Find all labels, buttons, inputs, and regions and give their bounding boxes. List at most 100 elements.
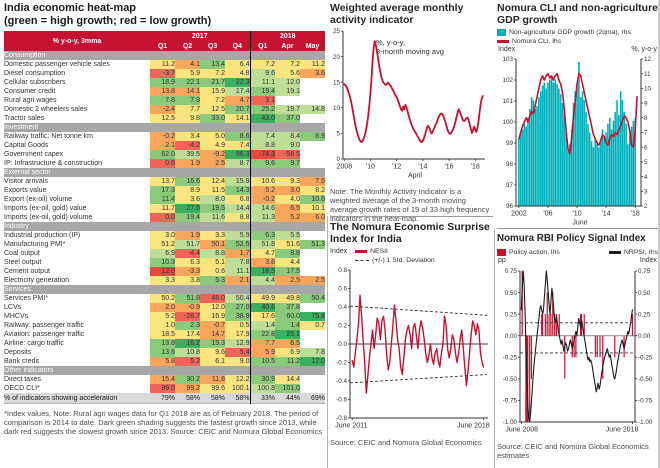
heatmap-cell: 6.3	[175, 258, 200, 267]
cli-gdp-legend-item: Non-agriculture GDP growth (2qma), rhs	[497, 28, 658, 37]
heatmap-cell: 19.4	[175, 213, 200, 222]
heatmap-summary-label: % of indicators showing acceleration	[4, 393, 150, 404]
heatmap-cell: 5.2	[249, 186, 275, 195]
svg-text:-1.00: -1.00	[638, 419, 653, 426]
heatmap-cell: 19.5	[200, 204, 225, 213]
heatmap-cell: 7.4	[249, 132, 275, 141]
heatmap-row-label: Direct taxes	[4, 376, 41, 383]
heatmap-cell: 12.2	[225, 375, 250, 384]
heatmap-data-row: Diesel consumption -3.7 5.9 7.2 4.8 9.6 5.6 3.6	[4, 69, 325, 78]
heatmap-data-row: Railway: passenger traffic 1.0 2.3 -0.7 0.5 1…	[4, 321, 325, 330]
heatmap-data-row: Coal output 6.9 -4.4 8.8 1.7 4.7 8.8	[4, 249, 325, 258]
rbi-source: Source: CEIC and Nomura Global Economics…	[497, 442, 649, 460]
heatmap-cell: 12.5	[150, 114, 175, 123]
heatmap-cell: 4.7	[249, 249, 275, 258]
heatmap-data-row: Consumer credit 13.8 14.1 15.9 17.4 19.4 19.1	[4, 87, 325, 96]
svg-text:0.2: 0.2	[338, 323, 347, 330]
nesii-legend-item: (+/-) 1 Std. Deviation	[355, 256, 435, 265]
cli-gdp-svg: 96 97 98 99 100 101 102 103 2 3 4 5 6 7 8 9 10 11 12 2002 '0…	[502, 56, 651, 227]
svg-text:-1.00: -1.00	[503, 419, 518, 426]
heatmap-cell: 1.0	[150, 321, 175, 330]
line-swatch-icon	[497, 40, 509, 43]
panel-activity: Weighted average monthly activity indica…	[330, 2, 493, 223]
heatmap-cell: 11.5	[200, 186, 225, 195]
heatmap-title-line2: (green = high growth; red = low growth)	[4, 15, 212, 27]
heatmap-cell: 7.6	[300, 177, 325, 186]
svg-text:11: 11	[644, 71, 651, 78]
svg-text:June: June	[572, 220, 587, 227]
heatmap-cell: -0.7	[200, 321, 225, 330]
cli-gdp-legend-label: Non-agriculture GDP growth (2qma), rhs	[509, 29, 631, 36]
heatmap-summary-value: 58%	[225, 393, 250, 404]
svg-text:101: 101	[502, 98, 513, 105]
heatmap-summary-value: 58%	[175, 393, 200, 404]
heatmap-cell: 12.0	[275, 78, 300, 87]
heatmap-cell	[300, 339, 325, 348]
heatmap-row-label: Visitor arrivals	[4, 178, 48, 185]
heatmap-data-row: OECD CLI* 99.0 99.2 99.6 100.1 100.8 101.0	[4, 384, 325, 393]
svg-text:96: 96	[506, 203, 514, 210]
svg-text:25: 25	[333, 28, 341, 35]
svg-text:15: 15	[333, 79, 341, 86]
heatmap-col-Q1: Q1	[150, 41, 175, 51]
page-right-border	[658, 0, 660, 468]
heatmap-cell: 4.1	[175, 60, 200, 69]
svg-text:'16: '16	[444, 164, 453, 171]
heatmap-data-row: Domestic passenger vehicle sales 11.2 4.1 1…	[4, 60, 325, 69]
heatmap-col-Q3: Q3	[200, 41, 225, 51]
heatmap-cell: 50.4	[225, 294, 250, 303]
svg-text:20: 20	[333, 54, 341, 61]
heatmap-cell: 51.7	[175, 240, 200, 249]
heatmap-cell: 17.6	[249, 312, 275, 321]
svg-text:-0.25: -0.25	[638, 354, 653, 361]
heatmap-cell: 11.3	[249, 213, 275, 222]
heatmap-cell: 22.3	[225, 78, 250, 87]
svg-text:0.00: 0.00	[505, 333, 518, 340]
heatmap-cell: 51.3	[300, 240, 325, 249]
svg-text:-0.75: -0.75	[638, 398, 653, 405]
heatmap-cell: 0.0	[150, 213, 175, 222]
heatmap-cell: 5.4	[225, 348, 250, 357]
heatmap-cell: 9.6	[200, 348, 225, 357]
heatmap-cell: 10.1	[300, 204, 325, 213]
heatmap-cell: 6.9	[275, 348, 300, 357]
heatmap-section-fill	[249, 285, 325, 294]
heatmap-cell: 37.8	[275, 303, 300, 312]
heatmap-cell: 22.8	[249, 330, 275, 339]
svg-text:7: 7	[644, 130, 648, 137]
heatmap-data-row: Services PMI* 50.2 51.8 48.0 50.4 49.9 49.8 50.…	[4, 294, 325, 303]
heatmap-cell: 16.9	[200, 312, 225, 321]
heatmap-cell: 51.8	[249, 240, 275, 249]
heatmap-cell: -58.5	[275, 150, 300, 159]
heatmap-cell: 4.7	[225, 96, 250, 105]
heatmap-section-row: Services	[4, 285, 325, 294]
heatmap-cell: 50.1	[200, 240, 225, 249]
svg-text:9: 9	[644, 100, 648, 107]
heatmap-cell: 6.4	[225, 60, 250, 69]
heatmap-col-Q1: Q1	[249, 41, 275, 51]
heatmap-cell: 13.8	[150, 87, 175, 96]
heatmap-cell: 2.5	[200, 159, 225, 168]
heatmap-cell: -28.7	[175, 312, 200, 321]
heatmap-row-label: Railway traffic: Net tonne km	[4, 133, 93, 140]
heatmap-cell: 8.2	[300, 186, 325, 195]
heatmap-data-row: Cellular subscribers 18.9 22.1 21.7 22.3 11.1…	[4, 78, 325, 87]
nesii-left-axis-label: Index	[330, 248, 348, 255]
nesii-legend: NESII (+/-) 1 Std. Deviation	[355, 247, 435, 265]
heatmap-cell: 30.2	[175, 375, 200, 384]
heatmap-cell: 14.4	[275, 375, 300, 384]
heatmap-cell: 15.4	[150, 375, 175, 384]
heatmap-cell: 2.1	[150, 141, 175, 150]
svg-text:0: 0	[336, 156, 340, 163]
heatmap-cell: 11.6	[200, 213, 225, 222]
heatmap-data-row: Industrial production (IP) 3.0 1.9 3.3 5.9 6.…	[4, 231, 325, 240]
heatmap-cell: 100.8	[249, 384, 275, 393]
heatmap-data-row: Cement output -12.0 -3.3 0.6 11.1 18.5 17.5	[4, 267, 325, 276]
heatmap-cell: 4.0	[275, 195, 300, 204]
heatmap-cell: 17.4	[225, 87, 250, 96]
heatmap-cell	[300, 384, 325, 393]
heatmap-cell: 14.6	[249, 204, 275, 213]
heatmap-cell: 7.2	[275, 60, 300, 69]
heatmap-cell: -0.2	[249, 195, 275, 204]
